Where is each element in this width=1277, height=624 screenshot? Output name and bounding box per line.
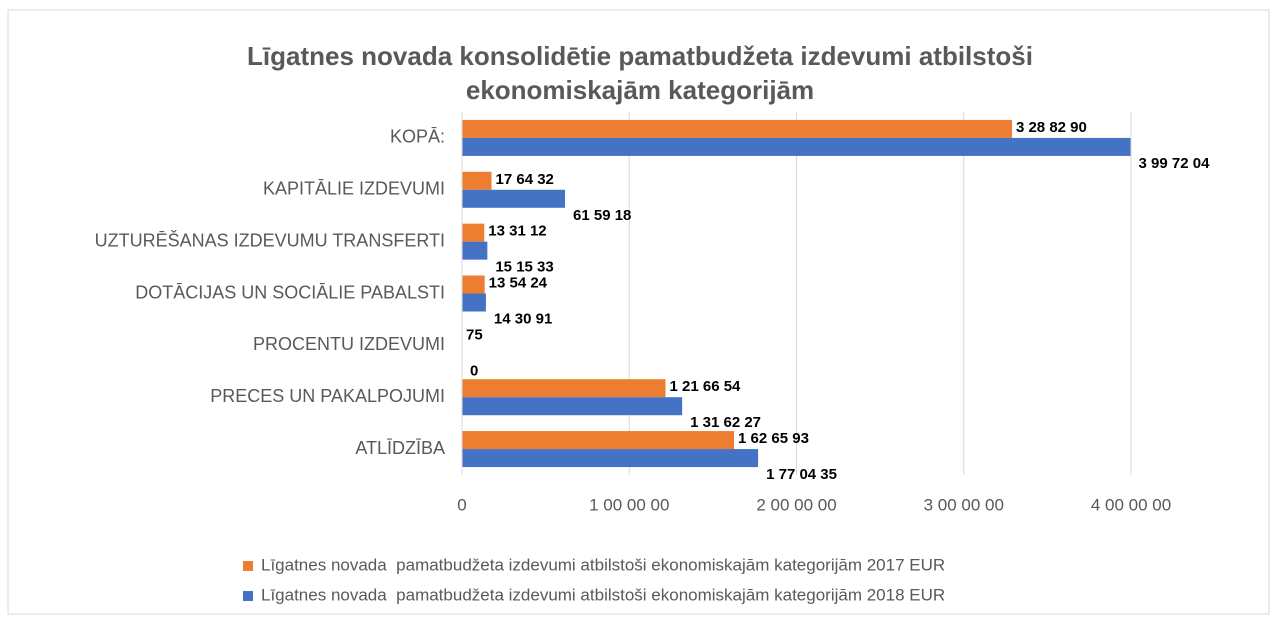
data-label: 3 28 82 90 xyxy=(1016,119,1087,136)
data-label: 15 15 33 xyxy=(495,259,553,276)
data-label: 1 31 62 27 xyxy=(690,414,761,431)
bar xyxy=(462,172,492,190)
bar xyxy=(462,224,484,242)
data-label: 14 30 91 xyxy=(494,310,552,327)
bar xyxy=(462,138,1131,156)
data-label: 1 77 04 35 xyxy=(766,466,837,483)
data-label: 13 54 24 xyxy=(489,274,548,291)
bar xyxy=(462,276,485,294)
data-label: 1 62 65 93 xyxy=(738,430,809,447)
data-label: 3 99 72 04 xyxy=(1139,155,1211,172)
bar xyxy=(462,431,734,449)
y-tick-label: KAPITĀLIE IZDEVUMI xyxy=(263,179,445,199)
y-tick-label: PRECES UN PAKALPOJUMI xyxy=(210,386,445,406)
bar xyxy=(462,397,682,415)
bar xyxy=(462,294,486,312)
data-label: 1 21 66 54 xyxy=(669,378,741,395)
legend-swatch xyxy=(243,591,253,601)
data-label: 75 xyxy=(466,326,483,343)
bar xyxy=(462,242,487,260)
data-label: 17 64 32 xyxy=(496,171,554,188)
data-label: 0 xyxy=(470,362,478,379)
y-tick-label: DOTĀCIJAS UN SOCIĀLIE PABALSTI xyxy=(135,282,445,302)
chart-title: Līgatnes novada konsolidētie pamatbudžet… xyxy=(247,41,1033,71)
x-tick-label: 0 xyxy=(457,495,466,514)
legend-swatch xyxy=(243,561,253,571)
bar xyxy=(462,449,758,467)
x-tick-label: 2 00 00 00 xyxy=(756,495,836,514)
y-tick-label: PROCENTU IZDEVUMI xyxy=(253,334,445,354)
x-tick-label: 4 00 00 00 xyxy=(1091,495,1171,514)
y-tick-label: KOPĀ: xyxy=(390,127,445,147)
legend-label: Līgatnes novada pamatbudžeta izdevumi at… xyxy=(261,555,945,574)
data-label: 61 59 18 xyxy=(573,207,631,224)
chart-title: ekonomiskajām kategorijām xyxy=(466,75,814,105)
bar xyxy=(462,120,1012,138)
x-tick-label: 1 00 00 00 xyxy=(589,495,669,514)
data-label: 13 31 12 xyxy=(488,223,546,240)
bar xyxy=(462,379,665,397)
y-tick-label: ATLĪDZĪBA xyxy=(355,438,445,458)
x-tick-label: 3 00 00 00 xyxy=(924,495,1004,514)
legend-label: Līgatnes novada pamatbudžeta izdevumi at… xyxy=(261,585,945,604)
y-tick-label: UZTURĒŠANAS IZDEVUMU TRANSFERTI xyxy=(95,229,445,250)
bar xyxy=(462,190,565,208)
